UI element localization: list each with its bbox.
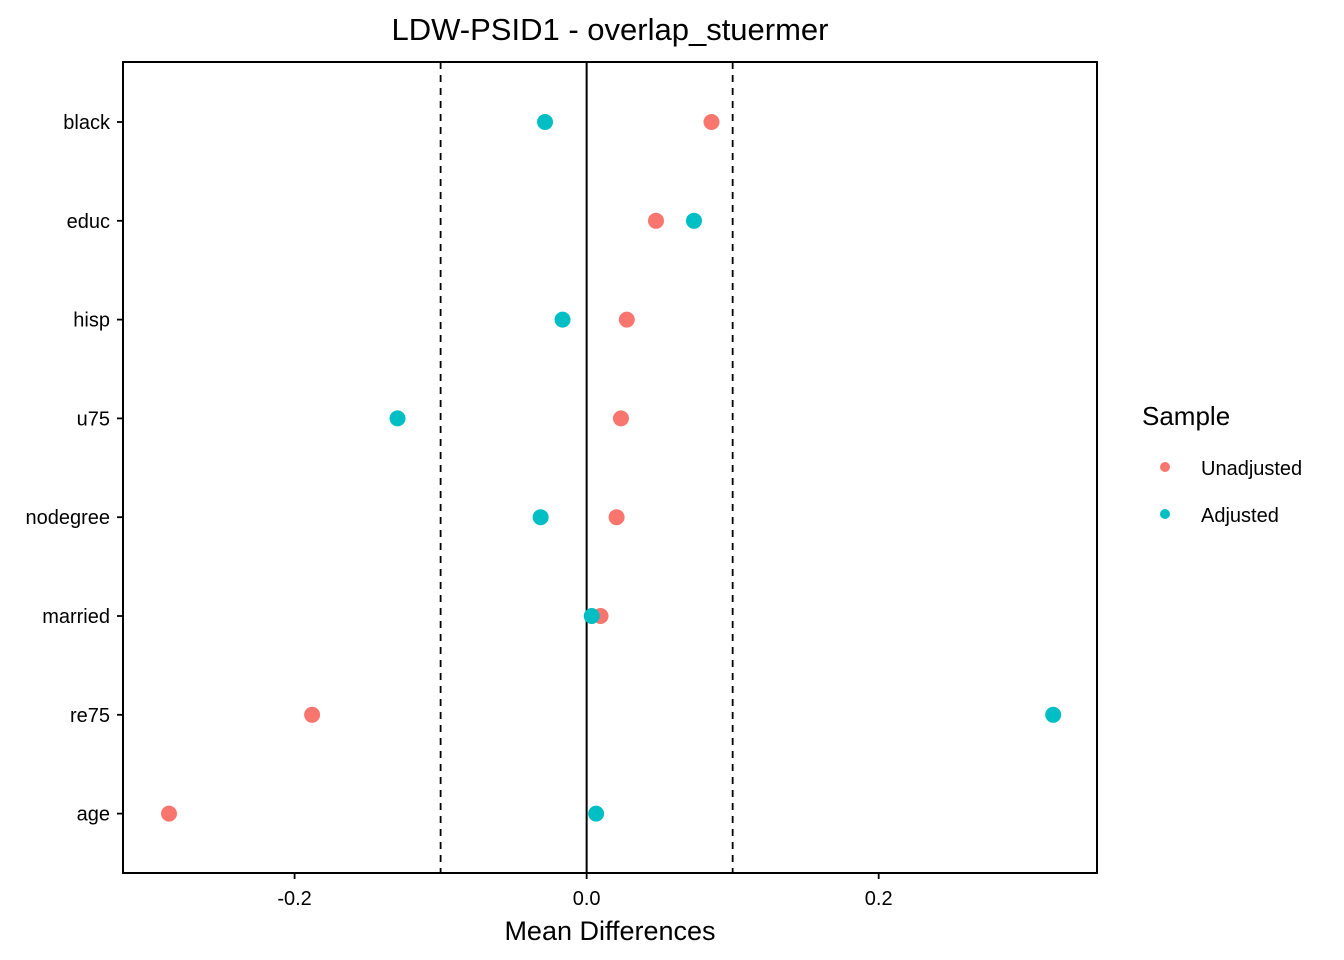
y-tick-label-black: black xyxy=(63,112,111,134)
adjusted-point-re75 xyxy=(1045,706,1062,723)
y-tick-label-nodegree: nodegree xyxy=(25,507,110,529)
x-axis: -0.2 0.0 0.2 xyxy=(277,873,893,910)
legend-label-unadjusted: Unadjusted xyxy=(1201,458,1302,480)
data-points xyxy=(160,114,1062,822)
legend-label-adjusted: Adjusted xyxy=(1201,505,1279,527)
legend-key-unadjusted xyxy=(1160,462,1170,472)
y-tick-label-re75: re75 xyxy=(70,705,110,727)
y-tick-label-educ: educ xyxy=(67,211,110,233)
x-tick-label: 0.2 xyxy=(865,888,893,910)
plot-panel xyxy=(122,61,1098,874)
adjusted-point-educ xyxy=(685,212,702,229)
x-tick-label: 0.0 xyxy=(573,888,601,910)
legend-title: Sample xyxy=(1142,401,1230,431)
y-tick-label-u75: u75 xyxy=(77,408,110,430)
unadjusted-point-nodegree xyxy=(608,509,625,526)
adjusted-point-hisp xyxy=(554,311,571,328)
y-tick-label-age: age xyxy=(77,804,110,826)
unadjusted-point-u75 xyxy=(612,410,629,427)
adjusted-point-married xyxy=(583,608,600,624)
unadjusted-point-age xyxy=(160,805,177,822)
panel-border xyxy=(122,61,1098,874)
unadjusted-point-educ xyxy=(647,212,664,229)
legend-key-adjusted xyxy=(1160,509,1170,519)
legend: Sample Unadjusted Adjusted xyxy=(1142,401,1302,527)
chart-title: LDW-PSID1 - overlap_stuermer xyxy=(391,12,828,47)
unadjusted-point-hisp xyxy=(618,311,635,328)
y-tick-label-married: married xyxy=(42,606,110,628)
adjusted-point-black xyxy=(537,114,554,130)
y-axis: black educ hisp u75 nodegree married re75 age xyxy=(25,112,123,826)
unadjusted-point-re75 xyxy=(304,706,321,723)
unadjusted-point-black xyxy=(703,114,720,130)
y-tick-label-hisp: hisp xyxy=(73,310,110,332)
adjusted-point-nodegree xyxy=(532,509,549,526)
adjusted-point-u75 xyxy=(389,410,406,427)
x-axis-title: Mean Differences xyxy=(504,916,715,946)
adjusted-point-age xyxy=(588,805,605,822)
x-tick-label: -0.2 xyxy=(277,888,311,910)
